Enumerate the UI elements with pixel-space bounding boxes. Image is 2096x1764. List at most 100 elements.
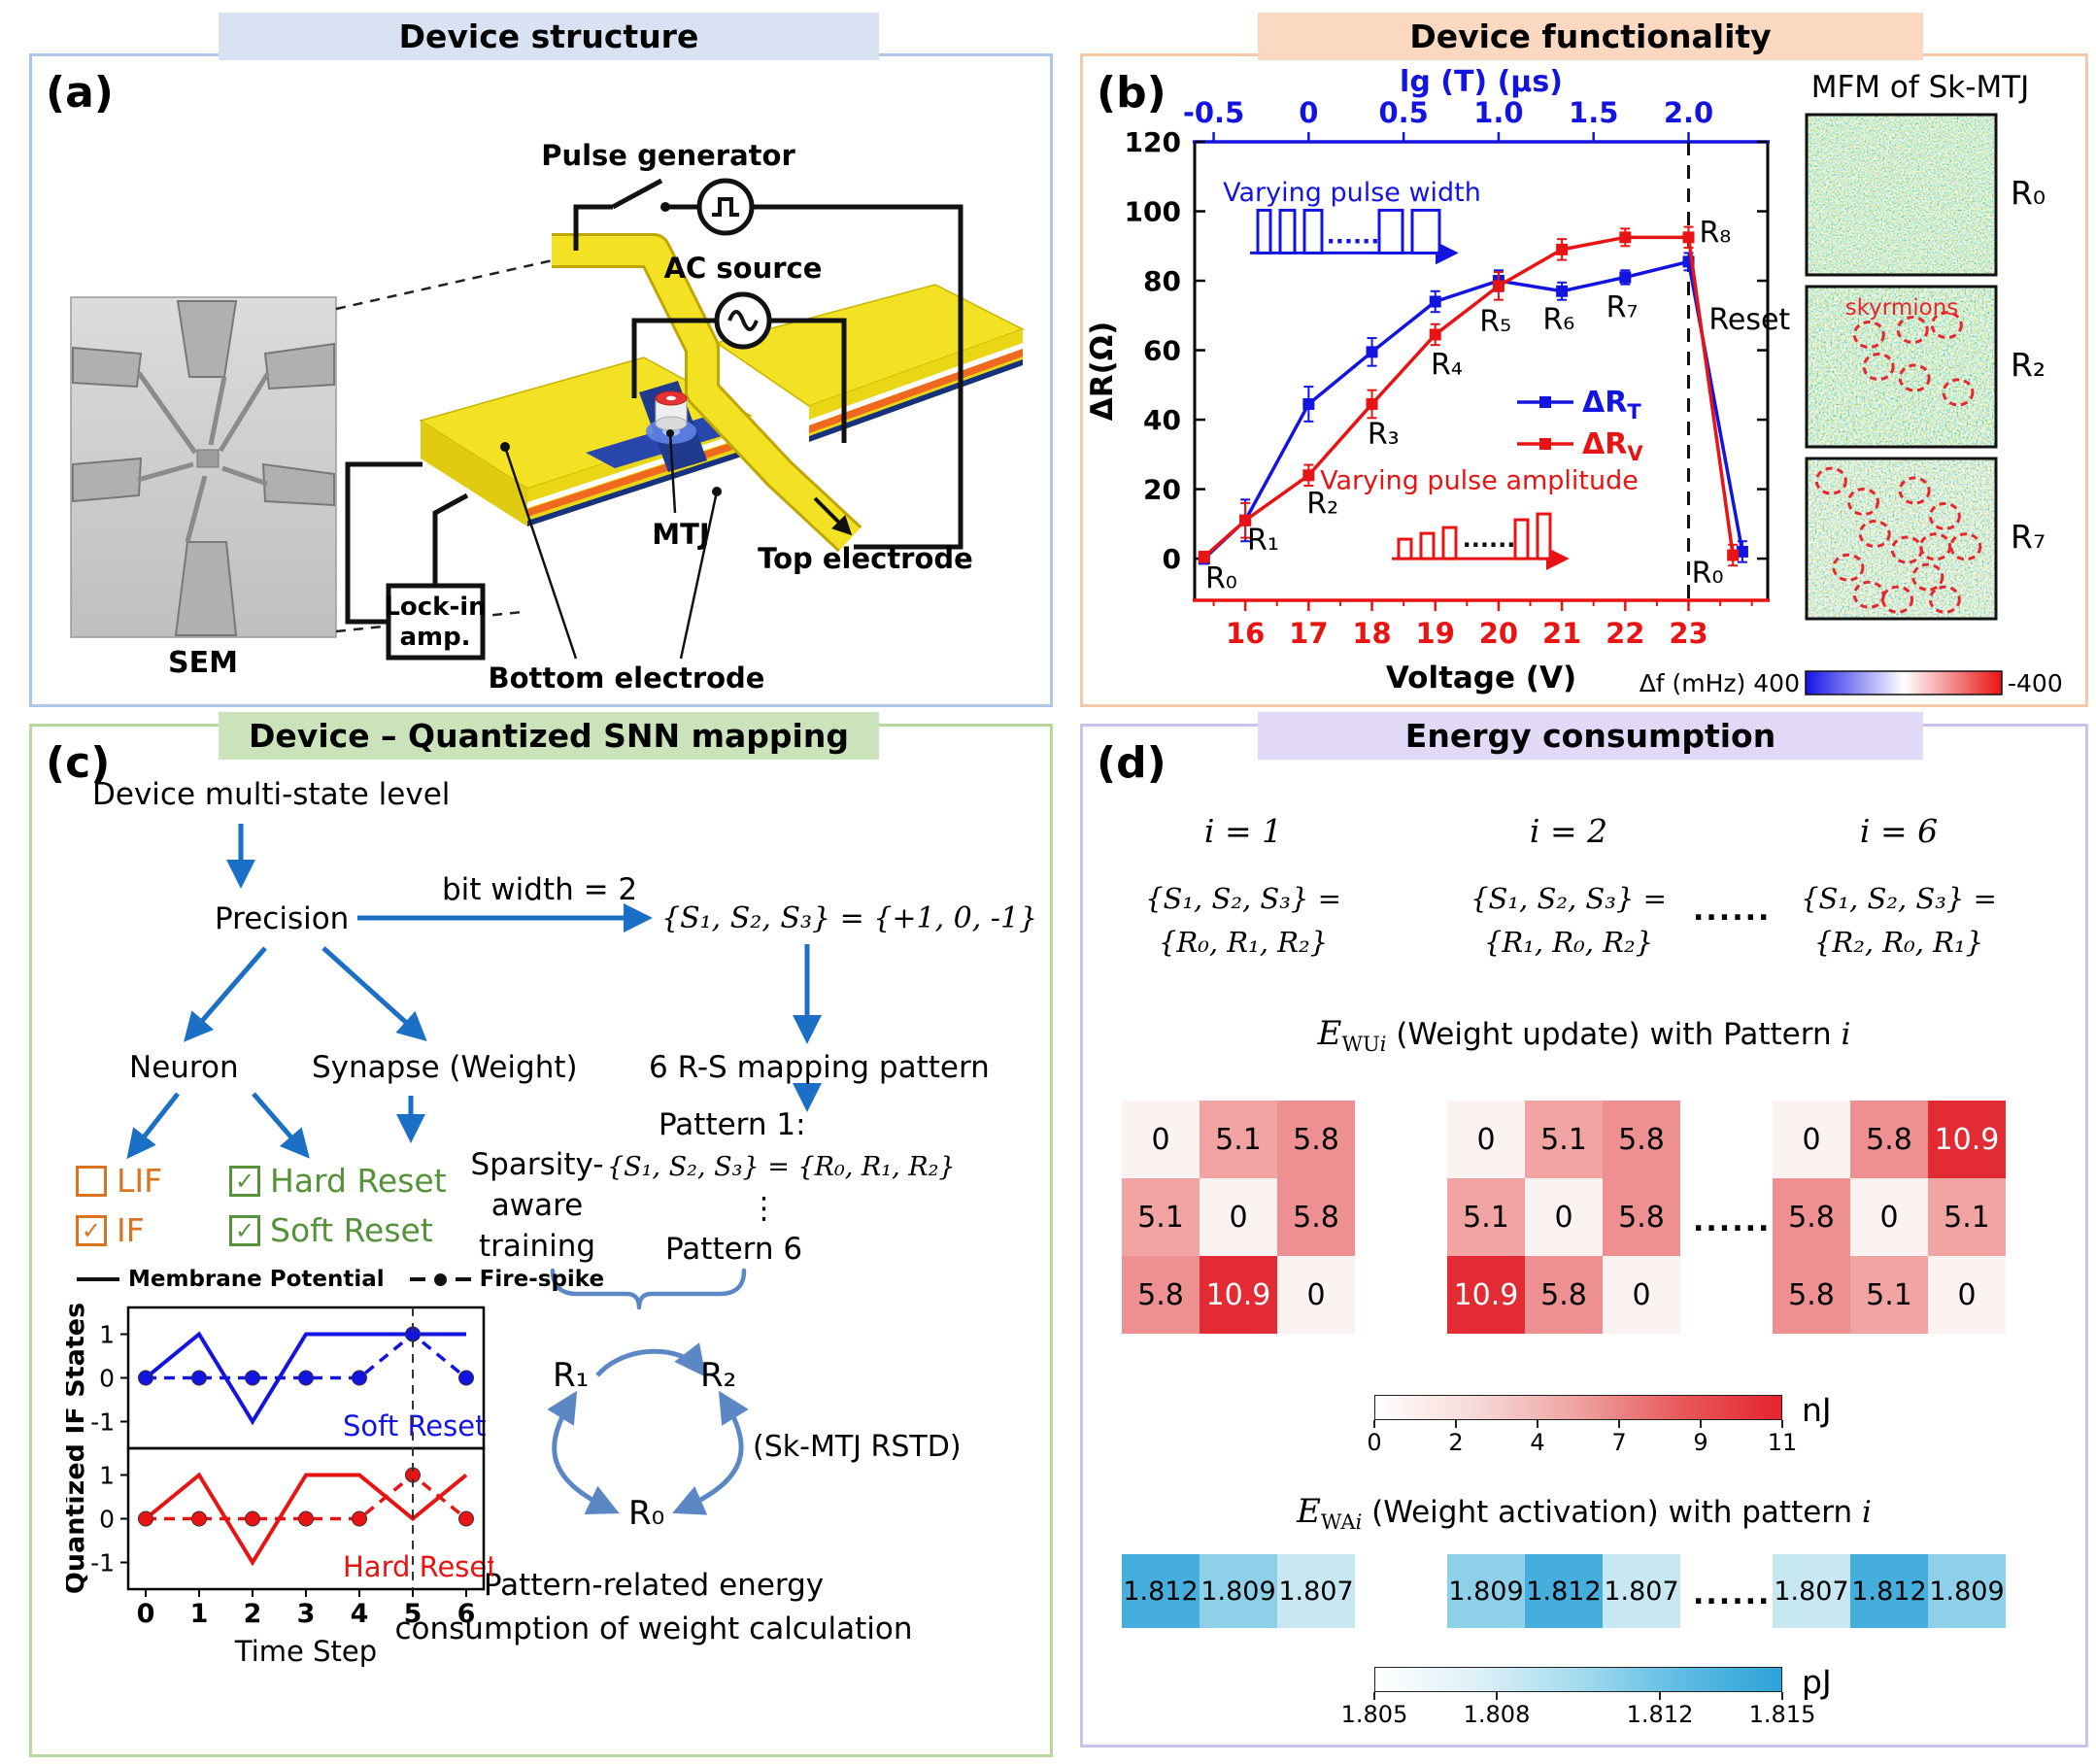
skyrmion-circle <box>1858 520 1891 549</box>
spike-marker <box>298 1510 314 1527</box>
membrane-legend-label: Membrane Potential <box>128 1267 385 1292</box>
case-i6: i = 6 {S₁, S₂, S₃} = {R₂, R₀, R₁} <box>1773 812 2025 965</box>
wa-vector-cell: 1.807 <box>1603 1554 1680 1628</box>
wu-matrix-cell: 0 <box>1277 1256 1355 1334</box>
checkbox-box: ✓ <box>229 1165 260 1197</box>
y-tick-label: 120 <box>1125 126 1181 158</box>
i-label: i = 6 <box>1859 812 1939 850</box>
spike-marker <box>191 1510 207 1527</box>
legend-label: ΔRV <box>1582 427 1643 465</box>
wu-matrix-cell: 0 <box>1525 1178 1603 1256</box>
wa-vector-cell: 1.812 <box>1850 1554 1928 1628</box>
panel-d-tag: (d) <box>1097 738 1166 788</box>
case-i1: i = 1 {S₁, S₂, S₃} = {R₀, R₁, R₂} <box>1122 812 1365 965</box>
mtj-leader <box>668 432 677 514</box>
tick-label: 9 <box>1693 1429 1708 1456</box>
reset-type-label: Hard Reset <box>343 1550 493 1583</box>
data-point <box>1302 469 1315 482</box>
wu-matrix-cell: 10.9 <box>1447 1256 1525 1334</box>
x-tick-label: 1 <box>190 1599 209 1629</box>
heading-text: (Weight update) with Pattern <box>1386 1017 1842 1052</box>
wu-matrix-cell: 5.8 <box>1277 1178 1355 1256</box>
top-tick-label: 1.0 <box>1473 96 1523 129</box>
checkbox-box: ✓ <box>229 1214 260 1246</box>
math-sub: WU <box>1341 1033 1380 1056</box>
cycle-state-r1: R₁ <box>553 1356 590 1395</box>
top-tick-label: 1.5 <box>1569 96 1618 129</box>
if-xlabel: Time Step <box>234 1635 377 1668</box>
set-line: {S₁, S₂, S₃} = <box>1471 882 1667 915</box>
point-label: R₇ <box>1606 291 1639 325</box>
math-sub: WA <box>1320 1510 1356 1534</box>
switch-contact <box>660 202 670 212</box>
flow-arrows <box>126 824 822 1515</box>
tick-mark <box>1618 1420 1620 1428</box>
pulse-width-inset: ...... Varying pulse width <box>1223 178 1481 265</box>
wu-matrix-cell: 5.1 <box>1200 1101 1277 1178</box>
y-tick-label: 40 <box>1143 404 1181 436</box>
mtj-label: MTJ <box>652 518 709 551</box>
tick-label: 1.815 <box>1748 1701 1816 1728</box>
skyrmion-circle <box>1928 585 1961 614</box>
legend-label: ΔRT <box>1582 386 1641 424</box>
skyrmion-circle <box>1949 532 1982 561</box>
data-point <box>1682 231 1695 244</box>
nj-unit: nJ <box>1802 1391 1832 1429</box>
series-line <box>1202 259 1744 560</box>
mfm-label-r2: R₂ <box>2011 346 2045 384</box>
sparsity-line: Sparsity- <box>470 1147 604 1182</box>
x-tick-label: 18 <box>1352 617 1391 650</box>
checkbox-label: LIF <box>117 1162 163 1200</box>
data-point <box>1302 397 1315 410</box>
cycle-arrow-r1-r0 <box>547 1390 620 1515</box>
resistance-chart: 0 20 40 60 80 100 120 16 17 18 19 20 21 22 23 -0.5 0 0.5 1… <box>1125 96 1791 650</box>
top-tick-label: 0 <box>1299 96 1318 129</box>
x-tick-label: 3 <box>297 1599 316 1629</box>
spike-marker <box>191 1370 207 1386</box>
wa-vector-cell: 1.812 <box>1122 1554 1200 1628</box>
y-tick-label: 60 <box>1143 335 1181 367</box>
math-i: i <box>1841 1017 1851 1052</box>
tick-mark <box>1781 1692 1783 1700</box>
sparsity-line: aware <box>490 1188 584 1223</box>
pulse <box>1377 208 1404 254</box>
lockin-label-line1: Lock-in <box>384 593 486 622</box>
mtj-pillar <box>655 390 688 431</box>
data-point <box>1619 271 1632 284</box>
flow-node-synapse: Synapse (Weight) <box>312 1050 578 1085</box>
inset-dots: ...... <box>1463 526 1516 553</box>
set-line: {S₁, S₂, S₃} = <box>1801 882 1997 915</box>
circuit-wires <box>345 178 963 625</box>
pulse <box>1419 531 1436 560</box>
flow-arrow <box>126 1092 180 1160</box>
x-tick-label: 6 <box>457 1599 476 1629</box>
set-line: {R₁, R₀, R₂} <box>1483 926 1654 959</box>
top-axis-label: lg (T) (μs) <box>1400 65 1563 99</box>
y-tick-label: -1 <box>90 1549 115 1577</box>
sem-label: SEM <box>168 646 238 680</box>
skyrmion-circle <box>1832 553 1865 582</box>
y-tick-label: 20 <box>1143 474 1181 506</box>
y-tick-label: 1 <box>99 1462 115 1490</box>
wa-vector-i2: 1.809 1.812 1.807 <box>1447 1554 1680 1628</box>
x-tick-label: 23 <box>1669 617 1707 650</box>
state-set-label: {S₁, S₂, S₃} = {+1, 0, -1} <box>661 901 1038 935</box>
wa-vector-i6: 1.807 1.812 1.809 <box>1773 1554 2006 1628</box>
inset-dots: ...... <box>1327 221 1380 249</box>
point-label: R₄ <box>1431 349 1463 383</box>
top-electrode-arrow <box>813 496 853 536</box>
spike-marker <box>458 1370 474 1386</box>
set-line: {S₁, S₂, S₃} = <box>1145 882 1341 915</box>
x-axis-label: Voltage (V) <box>1386 661 1576 695</box>
tick-label: 0 <box>1367 1429 1382 1456</box>
pattern6-label: Pattern 6 <box>665 1232 803 1267</box>
mfm-image-r0 <box>1805 113 1998 277</box>
legend-marker <box>1539 438 1551 450</box>
wu-matrix-cell: 0 <box>1122 1101 1200 1178</box>
flow-arrow <box>321 946 427 1042</box>
wu-matrix-cell: 0 <box>1603 1256 1680 1334</box>
tick-label: 7 <box>1611 1429 1627 1456</box>
mfm-image-r7 <box>1805 457 1998 621</box>
panel-c-header: Device – Quantized SNN mapping <box>219 712 879 760</box>
data-point <box>1556 243 1569 255</box>
